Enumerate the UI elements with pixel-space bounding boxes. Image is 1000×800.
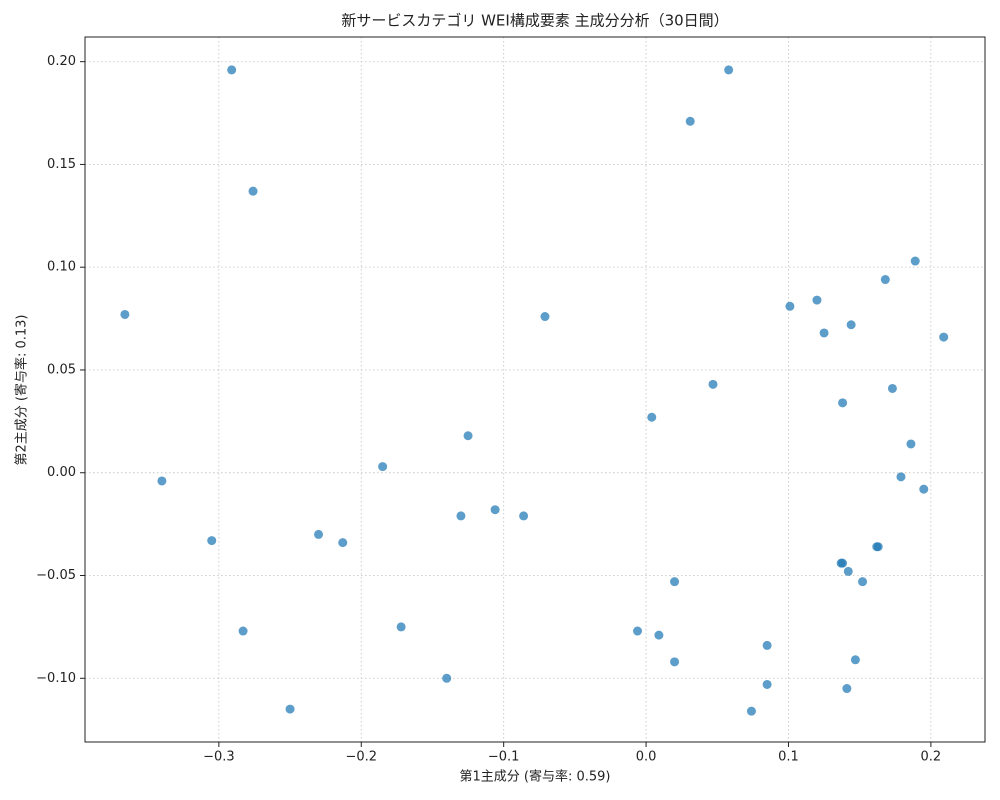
- y-tick-label: 0.00: [47, 465, 76, 480]
- x-tick-label: 0.2: [921, 750, 942, 765]
- point: [880, 275, 890, 285]
- point: [842, 684, 852, 694]
- point: [906, 439, 916, 449]
- point: [910, 256, 920, 266]
- y-tick-label: −0.05: [36, 568, 76, 583]
- x-tick-label: −0.3: [203, 750, 235, 765]
- point: [850, 655, 860, 665]
- point: [442, 673, 452, 683]
- point: [490, 505, 500, 515]
- point: [843, 566, 853, 576]
- point: [819, 328, 829, 338]
- x-tick-label: 0.0: [636, 750, 657, 765]
- point: [378, 462, 388, 472]
- point: [762, 640, 772, 650]
- point: [708, 379, 718, 389]
- point: [647, 412, 657, 422]
- x-tick-label: −0.2: [345, 750, 377, 765]
- point: [207, 536, 217, 546]
- point: [785, 301, 795, 311]
- y-axis-label: 第2主成分 (寄与率: 0.13): [14, 314, 30, 465]
- point: [836, 558, 846, 568]
- x-tick-label: 0.1: [778, 750, 799, 765]
- point: [939, 332, 949, 342]
- x-axis-label: 第1主成分 (寄与率: 0.59): [459, 769, 610, 785]
- point: [812, 295, 822, 305]
- point: [670, 577, 680, 587]
- point: [858, 577, 868, 587]
- y-tick-label: 0.05: [47, 362, 76, 377]
- point: [762, 679, 772, 689]
- point: [396, 622, 406, 632]
- point: [463, 431, 473, 441]
- point: [846, 320, 856, 330]
- point: [120, 309, 130, 319]
- point: [746, 706, 756, 716]
- point: [227, 65, 237, 75]
- point: [540, 312, 550, 322]
- y-tick-label: 0.20: [47, 54, 76, 69]
- point: [456, 511, 466, 521]
- point: [872, 542, 882, 552]
- plot-frame: [84, 36, 986, 743]
- point: [248, 186, 258, 196]
- point: [633, 626, 643, 636]
- point: [654, 630, 664, 640]
- point: [838, 398, 848, 408]
- point: [919, 484, 929, 494]
- chart-title: 新サービスカテゴリ WEI構成要素 主成分分析（30日間）: [341, 12, 728, 30]
- point: [896, 472, 906, 482]
- point: [285, 704, 295, 714]
- y-tick-label: −0.10: [36, 671, 76, 686]
- point: [887, 383, 897, 393]
- y-tick-label: 0.10: [47, 260, 76, 275]
- point: [724, 65, 734, 75]
- y-tick-label: 0.15: [47, 157, 76, 172]
- x-tick-label: −0.1: [488, 750, 520, 765]
- point: [314, 529, 324, 539]
- point: [338, 538, 348, 548]
- point: [157, 476, 167, 486]
- point: [670, 657, 680, 667]
- point: [519, 511, 529, 521]
- point: [685, 116, 695, 126]
- point: [238, 626, 248, 636]
